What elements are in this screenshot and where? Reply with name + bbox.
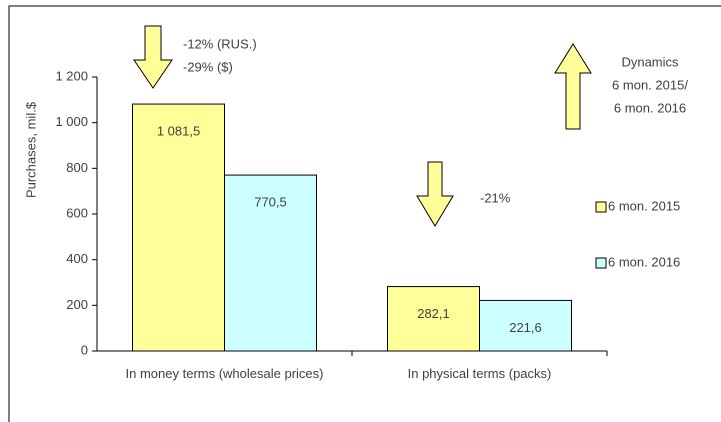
- chart-frame: [8, 5, 721, 422]
- y-tick-label: 0: [81, 342, 88, 357]
- arrow-down: [416, 161, 454, 227]
- annotation: Dynamics: [621, 54, 679, 69]
- y-axis-label: Purchases, mil.$: [23, 101, 38, 198]
- y-tick-label: 400: [66, 251, 88, 266]
- annotation: -21%: [480, 190, 511, 205]
- bar: [224, 174, 317, 352]
- y-tick-label: 800: [66, 160, 88, 175]
- x-tick-label: In physical terms (packs): [407, 366, 552, 381]
- annotation: 6 mon. 2015/: [612, 77, 688, 92]
- annotation: -29% ($): [183, 59, 233, 74]
- legend-label: 6 mon. 2016: [608, 254, 680, 269]
- y-tick-label: 200: [66, 297, 88, 312]
- annotation: -12% (RUS.): [183, 36, 257, 51]
- data-label: 1 081,5: [157, 123, 200, 138]
- data-label: 221,6: [509, 320, 542, 335]
- legend-swatch: [595, 201, 607, 213]
- bar: [132, 103, 225, 352]
- x-tick-label: In money terms (wholesale prices): [125, 366, 324, 381]
- arrow-down: [133, 25, 173, 89]
- legend-label: 6 mon. 2015: [608, 198, 680, 213]
- y-tick-label: 1 200: [55, 68, 88, 83]
- legend-swatch: [595, 257, 607, 269]
- y-tick-label: 1 000: [55, 114, 88, 129]
- data-label: 770,5: [254, 195, 287, 210]
- annotation: 6 mon. 2016: [614, 100, 686, 115]
- arrow-up: [554, 43, 592, 130]
- y-tick-label: 600: [66, 205, 88, 220]
- data-label: 282,1: [417, 306, 450, 321]
- bar: [479, 299, 572, 352]
- bar: [387, 286, 480, 352]
